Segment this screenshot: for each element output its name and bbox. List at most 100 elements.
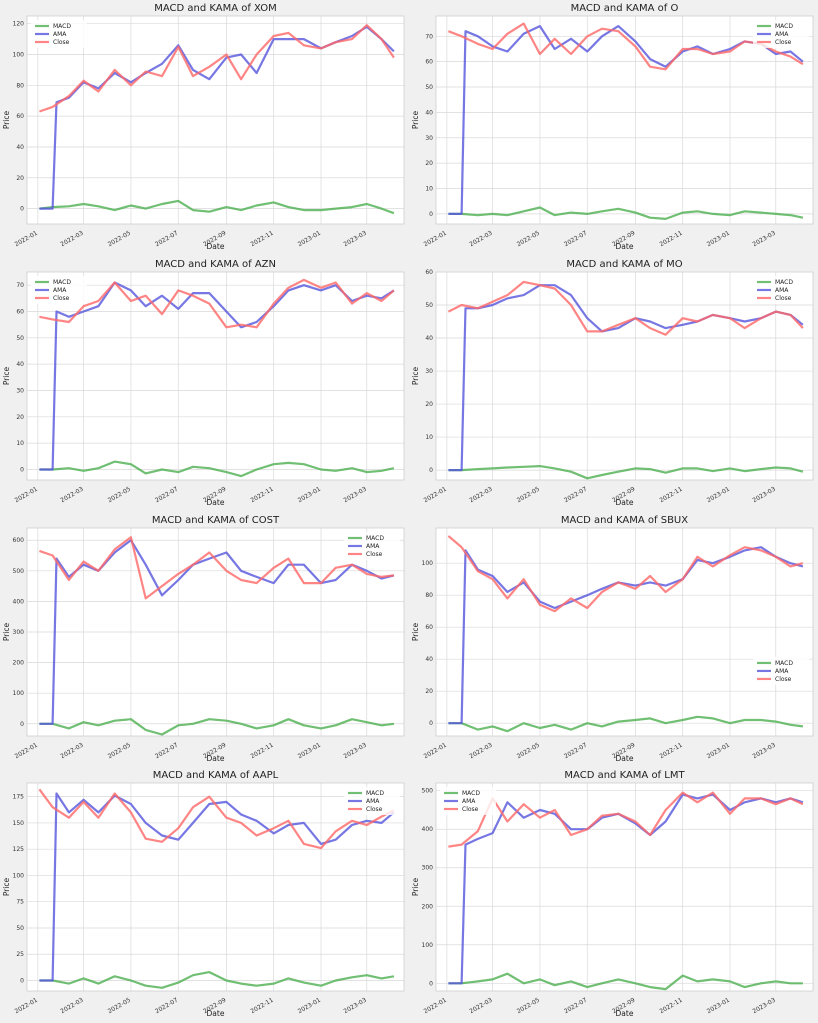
series-line-close <box>38 788 395 850</box>
y-tick-label: 20 <box>16 414 24 421</box>
x-tick-label: 2022-05 <box>107 485 132 504</box>
chart-title: MACD and KAMA of XOM <box>154 3 277 14</box>
series-line-close <box>39 278 395 329</box>
x-tick-label: 2023-03 <box>752 741 777 760</box>
y-axis-label: Price <box>2 622 11 641</box>
x-tick-label: 2022-11 <box>249 485 274 504</box>
legend-label: MACD <box>53 23 71 30</box>
x-axis-label: Date <box>207 1009 225 1018</box>
x-tick-label: 2022-07 <box>154 485 179 504</box>
x-tick-label: 2022-03 <box>59 485 84 504</box>
x-tick-label: 2023-03 <box>343 741 368 760</box>
legend-label: MACD <box>366 790 384 797</box>
x-tick-label: 2022-05 <box>516 485 541 504</box>
series-line-macd <box>39 199 395 215</box>
chart-title: MACD and KAMA of O <box>571 3 679 14</box>
legend-label: AMA <box>775 287 789 294</box>
y-axis-label: Price <box>2 366 11 385</box>
x-tick-label: 2022-07 <box>154 741 179 760</box>
x-tick-label: 2022-03 <box>59 741 84 760</box>
y-tick-label: 0 <box>429 467 433 474</box>
y-tick-label: 0 <box>429 981 433 988</box>
legend-label: MACD <box>366 535 384 542</box>
chart-svg: MACD and KAMA of AZN 0 10 20 30 40 50 60 70 2022-… <box>2 259 405 507</box>
x-axis-label: Date <box>616 242 634 251</box>
x-tick-label: 2023-03 <box>343 485 368 504</box>
y-tick-label: 300 <box>13 629 25 636</box>
y-tick-label: 500 <box>422 788 434 795</box>
y-tick-label: 20 <box>425 401 433 408</box>
y-tick-label: 40 <box>16 144 24 151</box>
y-tick-label: 500 <box>13 567 25 574</box>
chart-svg: MACD and KAMA of LMT 0 100 200 300 400 500 2022… <box>411 770 814 1018</box>
legend-label: Close <box>53 39 70 46</box>
x-tick-label: 2023-03 <box>752 485 777 504</box>
chart-panel: MACD and KAMA of XOM 0 20 40 60 80 100 120 2022-… <box>0 0 409 256</box>
y-tick-label: 10 <box>425 185 433 192</box>
x-tick-label: 2023-01 <box>706 485 731 504</box>
y-tick-label: 0 <box>429 720 433 727</box>
chart-panel: MACD and KAMA of LMT 0 100 200 300 400 500 2022… <box>409 767 818 1023</box>
legend-label: AMA <box>462 798 476 805</box>
plot-area <box>435 527 814 736</box>
x-tick-label: 2022-03 <box>468 230 493 249</box>
x-tick-label: 2022-07 <box>563 485 588 504</box>
y-tick-label: 600 <box>13 537 25 544</box>
chart-svg: MACD and KAMA of COST 0 100 200 300 400 500 600… <box>2 515 405 763</box>
plot-area <box>435 15 814 225</box>
plot-area <box>435 271 814 481</box>
series-line-macd <box>39 717 395 736</box>
y-tick-label: 50 <box>425 84 433 91</box>
x-tick-label: 2022-05 <box>516 741 541 760</box>
x-tick-label: 2022-07 <box>154 997 179 1016</box>
plot-area <box>26 15 405 225</box>
y-axis-label: Price <box>411 878 420 897</box>
legend-label: Close <box>775 295 792 302</box>
x-tick-label: 2023-01 <box>297 230 322 249</box>
y-tick-label: 60 <box>425 269 433 276</box>
x-tick-label: 2023-01 <box>706 741 731 760</box>
y-tick-label: 0 <box>20 206 24 213</box>
y-tick-label: 100 <box>13 873 25 880</box>
series-line-macd <box>448 464 804 480</box>
legend-label: Close <box>775 39 792 46</box>
y-tick-label: 100 <box>13 52 25 59</box>
x-tick-label: 2023-03 <box>343 230 368 249</box>
y-tick-label: 10 <box>16 440 24 447</box>
x-tick-label: 2022-01 <box>423 230 448 249</box>
x-tick-label: 2022-11 <box>658 230 683 249</box>
x-tick-label: 2022-07 <box>563 741 588 760</box>
legend-label: AMA <box>366 543 380 550</box>
series-line-ama <box>448 283 804 471</box>
x-tick-label: 2022-07 <box>563 997 588 1016</box>
legend-label: Close <box>775 675 792 682</box>
y-tick-label: 60 <box>425 624 433 631</box>
x-tick-label: 2023-03 <box>343 997 368 1016</box>
series-line-macd <box>39 460 395 477</box>
legend-label: MACD <box>462 790 480 797</box>
y-tick-label: 20 <box>16 175 24 182</box>
series-line-close <box>447 280 804 336</box>
x-axis-label: Date <box>207 754 225 763</box>
y-tick-label: 40 <box>425 335 433 342</box>
y-tick-label: 40 <box>425 656 433 663</box>
series-line-ama <box>39 281 395 471</box>
y-tick-label: 10 <box>425 434 433 441</box>
chart-panel: MACD and KAMA of COST 0 100 200 300 400 500 600… <box>0 512 409 768</box>
x-tick-label: 2023-01 <box>297 741 322 760</box>
y-tick-label: 40 <box>16 361 24 368</box>
y-tick-label: 200 <box>13 659 25 666</box>
y-tick-label: 70 <box>425 33 433 40</box>
y-tick-label: 75 <box>16 899 24 906</box>
x-tick-label: 2022-05 <box>516 230 541 249</box>
chart-panel: MACD and KAMA of AZN 0 10 20 30 40 50 60 70 2022-… <box>0 256 409 512</box>
y-tick-label: 80 <box>16 82 24 89</box>
plot-area <box>26 782 405 992</box>
x-tick-label: 2023-01 <box>297 997 322 1016</box>
y-tick-label: 0 <box>429 211 433 218</box>
x-tick-label: 2022-05 <box>107 230 132 249</box>
legend-label: Close <box>366 806 383 813</box>
y-tick-label: 70 <box>16 282 24 289</box>
